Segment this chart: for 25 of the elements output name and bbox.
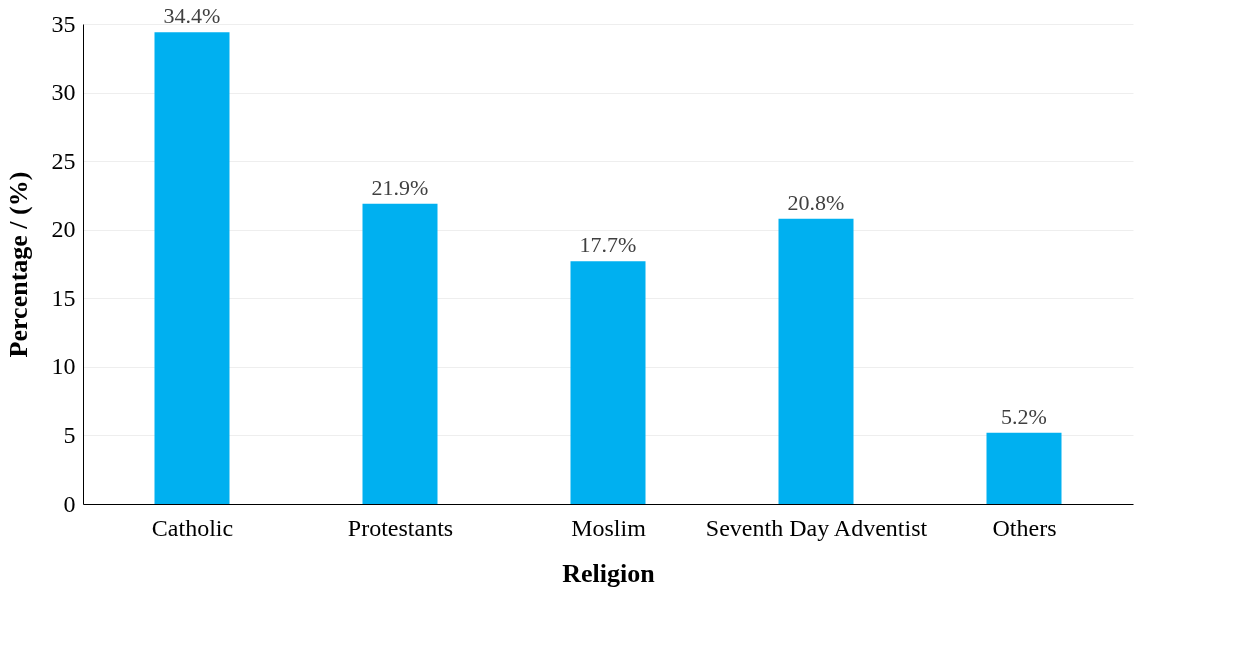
data-label: 17.7% xyxy=(579,232,637,258)
y-tick-label: 5 xyxy=(63,421,76,448)
data-label: 21.9% xyxy=(371,174,429,200)
bar xyxy=(362,203,438,504)
bar xyxy=(570,261,646,504)
y-tick-label: 10 xyxy=(51,353,76,380)
bar xyxy=(778,218,854,504)
y-axis-title: Percentage / (%) xyxy=(3,171,33,358)
data-label: 34.4% xyxy=(163,3,221,29)
y-tick-label: 20 xyxy=(51,216,76,243)
data-label: 5.2% xyxy=(1001,403,1047,429)
bar xyxy=(986,432,1062,504)
x-tick-label: Protestants xyxy=(347,514,454,541)
y-tick-label: 0 xyxy=(63,490,76,517)
x-tick-label: Moslim xyxy=(571,514,647,541)
x-tick-label: Others xyxy=(992,514,1057,541)
x-tick-label: Catholic xyxy=(151,514,234,541)
y-tick-label: 30 xyxy=(51,79,76,106)
data-label: 20.8% xyxy=(787,189,845,215)
y-tick-label: 15 xyxy=(51,284,76,311)
x-tick-label: Seventh Day Adventist xyxy=(705,514,928,541)
bar xyxy=(154,32,230,504)
y-tick-label: 35 xyxy=(51,10,76,37)
y-tick-label: 25 xyxy=(51,147,76,174)
x-axis-title: Religion xyxy=(562,558,656,588)
